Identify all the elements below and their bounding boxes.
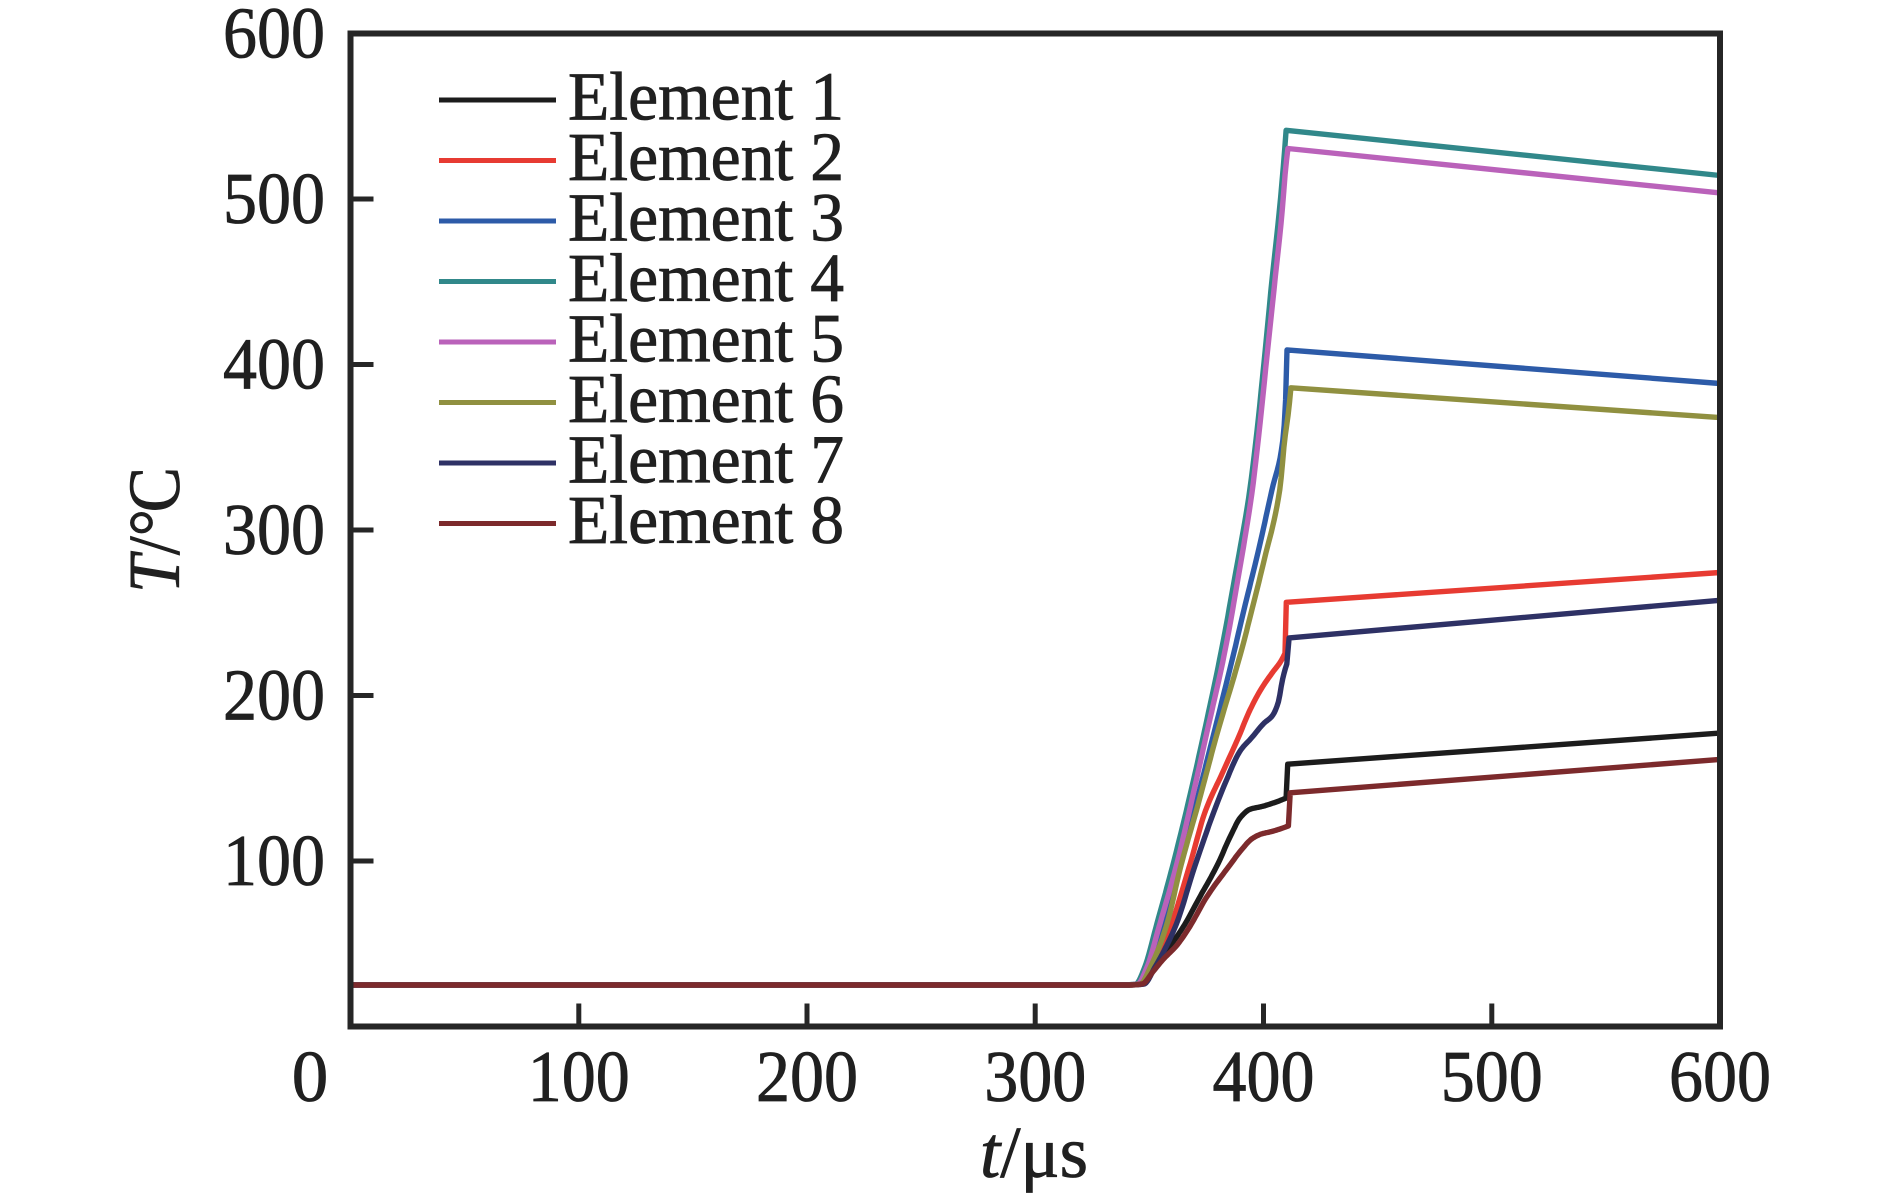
svg-text:Element 2: Element 2 xyxy=(568,119,844,195)
svg-text:100: 100 xyxy=(528,1036,630,1117)
svg-text:500: 500 xyxy=(1441,1036,1543,1117)
svg-text:500: 500 xyxy=(223,158,325,239)
svg-text:T/°C: T/°C xyxy=(114,467,195,593)
svg-text:Element 5: Element 5 xyxy=(568,301,844,377)
svg-text:0: 0 xyxy=(292,1036,329,1117)
svg-text:Element 1: Element 1 xyxy=(568,59,844,135)
svg-text:300: 300 xyxy=(223,489,325,570)
svg-text:t/μs: t/μs xyxy=(980,1112,1088,1193)
svg-text:100: 100 xyxy=(223,820,325,901)
svg-text:600: 600 xyxy=(223,0,325,74)
svg-text:400: 400 xyxy=(1213,1036,1315,1117)
svg-text:600: 600 xyxy=(1669,1036,1771,1117)
svg-text:Element 4: Element 4 xyxy=(568,240,844,316)
svg-text:Element 8: Element 8 xyxy=(568,482,844,558)
svg-text:200: 200 xyxy=(756,1036,858,1117)
svg-text:Element 6: Element 6 xyxy=(568,361,844,437)
svg-text:Element 7: Element 7 xyxy=(568,422,844,498)
svg-text:300: 300 xyxy=(984,1036,1086,1117)
svg-text:200: 200 xyxy=(223,655,325,736)
svg-text:Element 3: Element 3 xyxy=(568,180,844,256)
svg-text:400: 400 xyxy=(223,324,325,405)
